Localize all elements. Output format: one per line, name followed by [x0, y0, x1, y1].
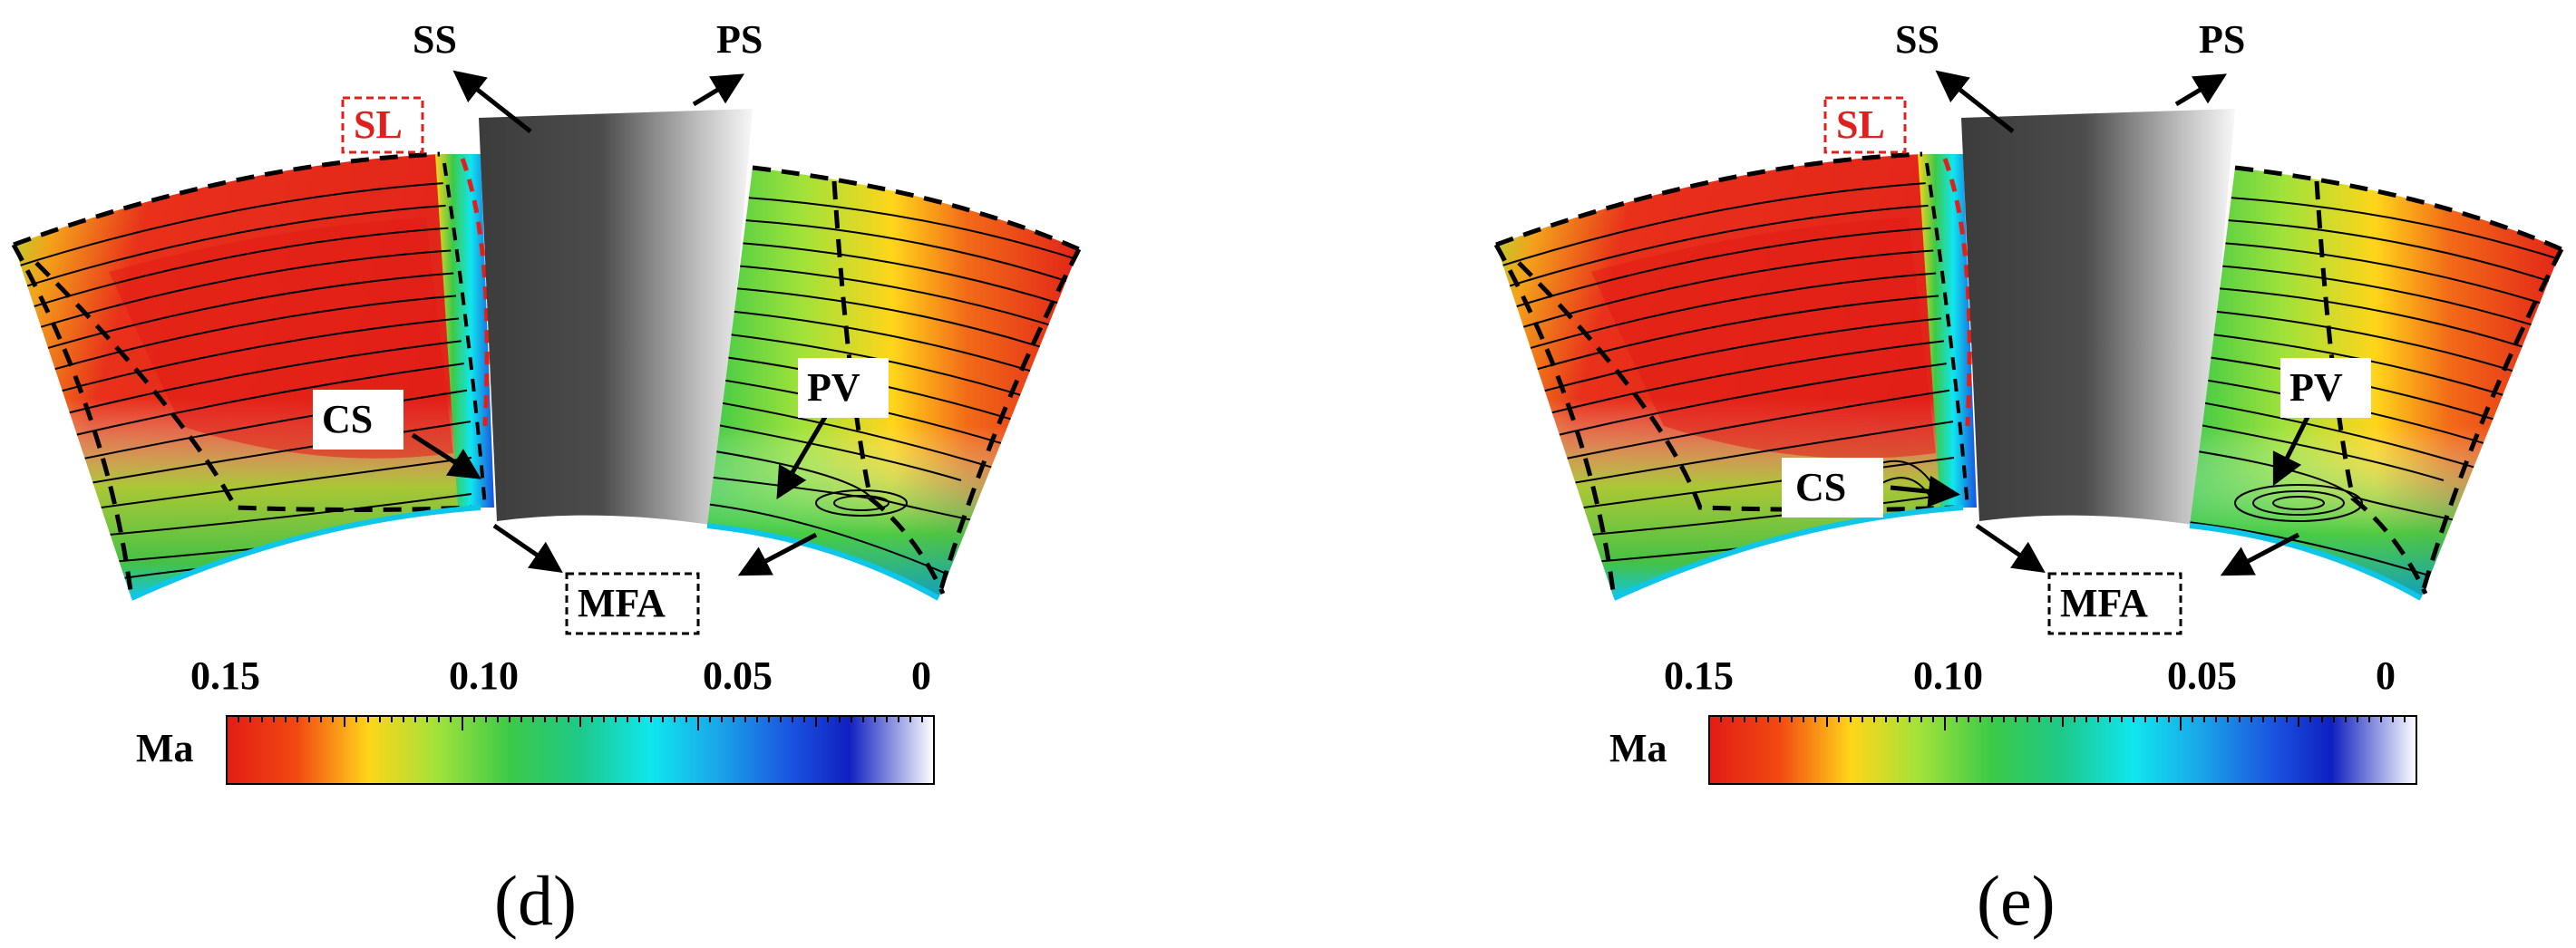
suction-side-passage: [1493, 151, 1977, 601]
blade: [479, 109, 753, 526]
colorbar-tick-0-10: 0.10: [449, 653, 519, 698]
label-mfa-box: [2047, 572, 2182, 635]
annotation-arrows: [1890, 70, 2310, 576]
annotation-arrows: [411, 70, 828, 576]
panel-e: SS PS SL CS PV MFA 0.15 0.10 0.05 0 Ma (…: [1493, 17, 2564, 940]
label-ss: SS: [1895, 17, 1939, 62]
caption-d: (d): [494, 861, 577, 940]
label-sl-box: [1823, 96, 1907, 154]
label-cs: CS: [322, 397, 373, 441]
pressure-side-passage: [2189, 165, 2564, 601]
colorbar-tick-0-10: 0.10: [1913, 653, 1983, 698]
label-pv-box: [2280, 358, 2371, 418]
colorbar-tick-0: 0: [2376, 653, 2396, 698]
label-mfa: MFA: [2060, 581, 2148, 625]
label-mfa-box: [565, 572, 700, 635]
colorbar-ramp: [1708, 715, 2417, 785]
label-cs: CS: [1795, 465, 1846, 509]
colorbar-ramp: [226, 715, 935, 785]
colorbar-tick-0-15: 0.15: [190, 653, 260, 698]
colorbar-e: 0.15 0.10 0.05 0 Ma: [1609, 653, 2417, 785]
label-cs-box: [313, 390, 403, 450]
colorbar-tick-0-05: 0.05: [2167, 653, 2237, 698]
panel-d: SS PS SL CS PV MFA 0.15 0.10 0.05 0 Ma (…: [11, 17, 1082, 940]
label-ps: PS: [716, 17, 763, 62]
colorbar-title: Ma: [1609, 726, 1667, 770]
label-pv: PV: [807, 365, 860, 410]
caption-e: (e): [1977, 861, 2056, 940]
label-sl: SL: [354, 102, 403, 147]
label-pv-box: [798, 358, 889, 418]
label-ps: PS: [2199, 17, 2245, 62]
blade: [1961, 109, 2235, 526]
label-ss: SS: [413, 17, 457, 62]
colorbar-d: 0.15 0.10 0.05 0 Ma: [136, 653, 935, 785]
label-cs-box: [1782, 458, 1883, 518]
label-pv: PV: [2289, 365, 2343, 410]
colorbar-tick-0-15: 0.15: [1664, 653, 1734, 698]
label-mfa: MFA: [578, 581, 666, 625]
suction-side-passage: [11, 151, 494, 601]
colorbar-tick-0-05: 0.05: [703, 653, 773, 698]
pressure-side-passage: [706, 165, 1082, 601]
label-sl: SL: [1836, 102, 1885, 147]
colorbar-tick-0: 0: [911, 653, 931, 698]
label-sl-box: [341, 96, 424, 154]
colorbar-title: Ma: [136, 726, 194, 770]
